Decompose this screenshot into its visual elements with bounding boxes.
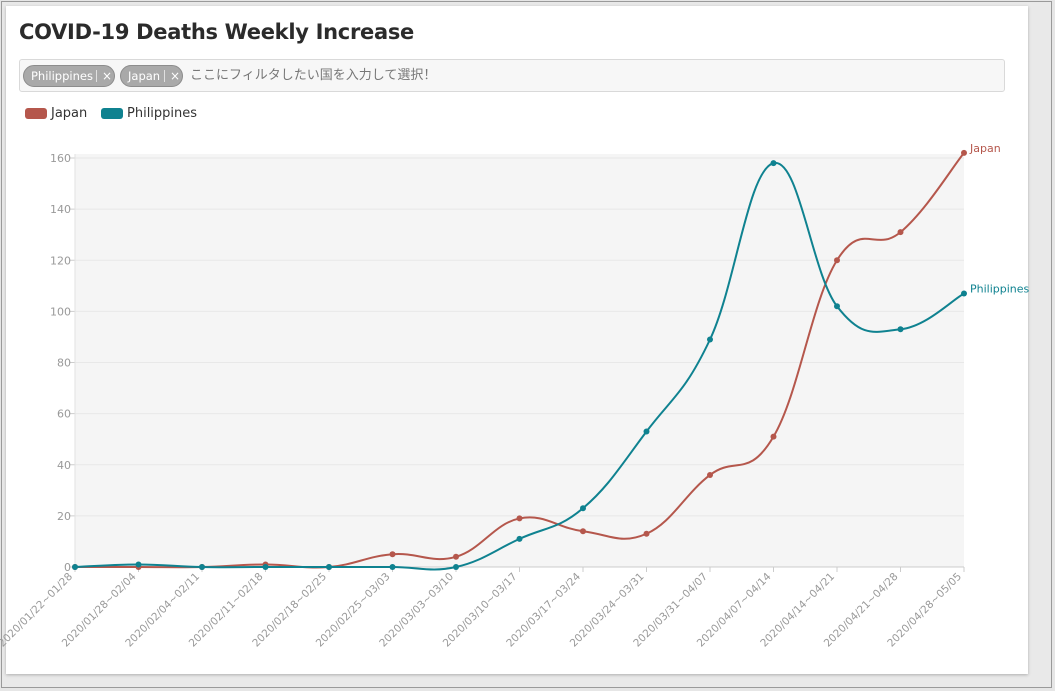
series-philippines: Philippines xyxy=(72,160,1030,571)
data-point-philippines[interactable] xyxy=(199,564,205,570)
filter-chip-label: Philippines xyxy=(31,69,93,83)
data-point-philippines[interactable] xyxy=(453,564,459,570)
series-layer: Japan Philippines xyxy=(72,142,1030,571)
data-point-philippines[interactable] xyxy=(326,564,332,570)
data-point-philippines[interactable] xyxy=(389,564,396,570)
data-point-japan[interactable] xyxy=(453,553,459,560)
data-point-philippines[interactable] xyxy=(707,336,713,343)
x-axis: 2020/01/22~01/282020/01/28~02/042020/02/… xyxy=(0,567,965,650)
data-point-philippines[interactable] xyxy=(770,160,777,167)
data-point-japan[interactable] xyxy=(580,528,586,535)
remove-chip-icon[interactable]: × xyxy=(102,69,113,83)
y-tick-label: 60 xyxy=(57,408,71,421)
y-tick-label: 120 xyxy=(50,254,71,267)
data-point-philippines[interactable] xyxy=(897,326,904,333)
plot-area xyxy=(75,154,964,567)
country-filter-input[interactable]: Philippines × Japan × ここにフィルタしたい国を入力して選択… xyxy=(19,59,1005,92)
filter-chip-japan[interactable]: Japan × xyxy=(120,65,183,87)
data-point-philippines[interactable] xyxy=(643,428,650,435)
filter-chip-philippines[interactable]: Philippines × xyxy=(23,65,115,87)
data-point-japan[interactable] xyxy=(834,257,840,264)
y-tick-label: 100 xyxy=(50,305,71,318)
data-point-philippines[interactable] xyxy=(72,564,78,570)
data-point-japan[interactable] xyxy=(707,471,713,478)
data-point-japan[interactable] xyxy=(643,530,650,537)
end-label-philippines: Philippines xyxy=(970,282,1030,295)
y-tick-label: 160 xyxy=(50,152,71,165)
data-point-japan[interactable] xyxy=(516,515,523,522)
data-point-philippines[interactable] xyxy=(961,290,967,297)
page-title: COVID-19 Deaths Weekly Increase xyxy=(19,20,414,44)
y-tick-label: 140 xyxy=(50,203,71,216)
data-point-philippines[interactable] xyxy=(580,505,586,512)
legend-label-philippines: Philippines xyxy=(127,106,198,121)
legend-swatch-japan xyxy=(25,108,47,119)
filter-chip-label: Japan xyxy=(128,69,161,83)
series-line-japan xyxy=(75,152,965,569)
data-point-japan[interactable] xyxy=(897,229,904,236)
chip-separator xyxy=(96,70,97,82)
data-point-japan[interactable] xyxy=(389,551,396,558)
remove-chip-icon[interactable]: × xyxy=(170,69,181,83)
y-tick-label: 20 xyxy=(57,510,71,523)
y-tick-label: 80 xyxy=(57,357,71,370)
data-point-philippines[interactable] xyxy=(516,535,523,542)
legend-swatch-philippines xyxy=(101,108,123,119)
y-tick-label: 0 xyxy=(64,561,71,574)
data-point-japan[interactable] xyxy=(961,149,967,156)
data-point-philippines[interactable] xyxy=(135,561,142,568)
end-label-japan: Japan xyxy=(969,142,1001,155)
y-tick-label: 40 xyxy=(57,459,71,472)
chip-separator xyxy=(164,70,165,82)
data-point-philippines[interactable] xyxy=(262,564,269,570)
legend-label-japan: Japan xyxy=(51,106,88,121)
data-point-japan[interactable] xyxy=(770,433,777,440)
filter-placeholder-text[interactable]: ここにフィルタしたい国を入力して選択！ xyxy=(190,68,437,83)
series-japan: Japan xyxy=(72,142,1001,570)
data-point-philippines[interactable] xyxy=(834,303,840,310)
